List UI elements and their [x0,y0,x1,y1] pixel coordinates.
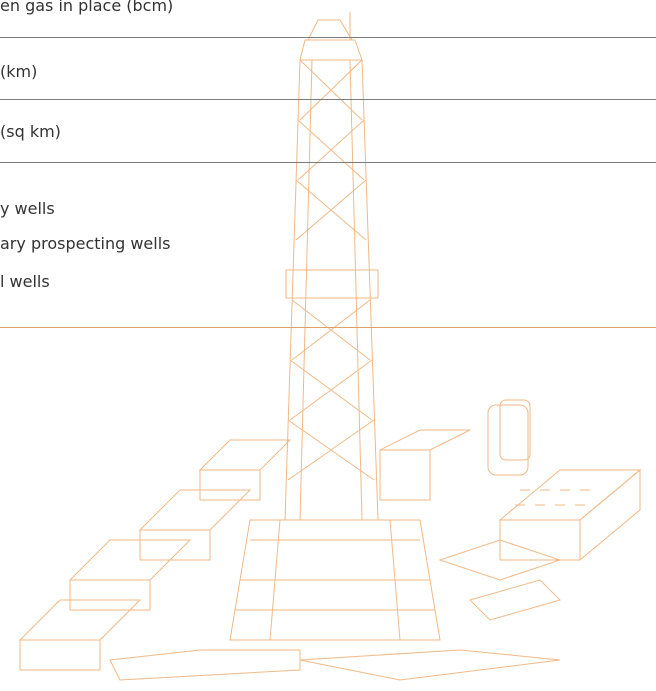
row-label-gas-in-place: en gas in place (bcm) [0,0,174,15]
separator-2 [0,99,656,100]
row-label-l-wells: l wells [0,272,50,291]
separator-1 [0,37,656,38]
row-label-prospecting-wells: ary prospecting wells [0,234,171,253]
row-label-sq-km: (sq km) [0,122,61,141]
separator-3 [0,162,656,163]
separator-accent [0,327,656,328]
row-label-wells: y wells [0,199,55,218]
row-label-km: (km) [0,62,38,81]
